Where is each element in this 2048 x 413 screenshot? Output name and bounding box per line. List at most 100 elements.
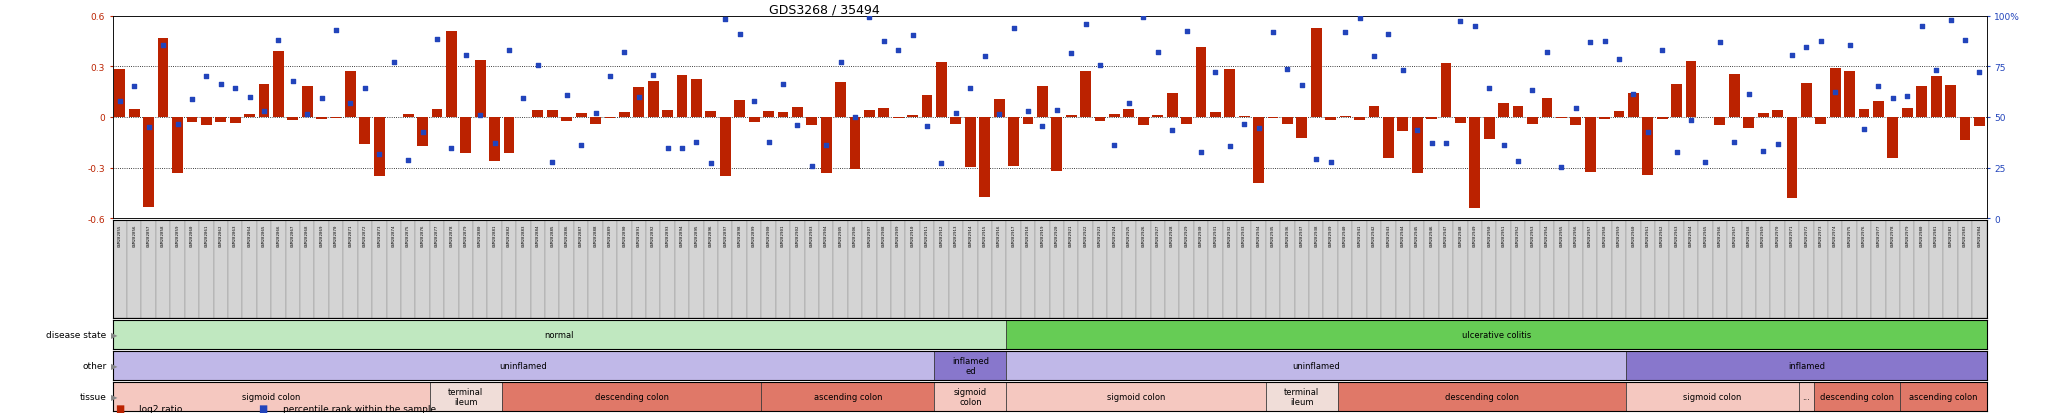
Bar (1843, 72, 1855, 118)
Point (1559, 106, 1591, 112)
Point (1862, 83, 1894, 90)
Text: GSM282909: GSM282909 (897, 224, 901, 246)
Point (1040, 107, 1073, 114)
Point (319, 27, 352, 34)
Point (1718, 140, 1751, 147)
Bar (213, 221, 227, 318)
Text: GSM282947: GSM282947 (1444, 224, 1448, 246)
Bar (184, 221, 199, 318)
Bar (676, 221, 690, 318)
Bar (1006, 351, 1626, 380)
Text: GSM282942: GSM282942 (1372, 224, 1376, 246)
Point (1083, 63, 1116, 69)
Bar (1815, 382, 1901, 411)
Bar (590, 118, 600, 125)
Text: GSM282902: GSM282902 (795, 224, 799, 246)
Bar (1931, 77, 1942, 118)
Text: GSM282881: GSM282881 (494, 224, 496, 246)
Point (1876, 95, 1909, 102)
Text: ▶: ▶ (111, 330, 117, 339)
Bar (1888, 118, 1898, 159)
Text: GSM282914: GSM282914 (969, 224, 973, 246)
Bar (258, 84, 270, 118)
Text: sigmoid colon: sigmoid colon (1106, 392, 1165, 401)
Text: GSM282877: GSM282877 (434, 224, 438, 246)
Text: GSM282863: GSM282863 (233, 224, 238, 246)
Bar (862, 221, 877, 318)
Bar (1079, 71, 1092, 118)
Text: GSM282958: GSM282958 (1604, 224, 1606, 246)
Bar (1006, 221, 1020, 318)
Bar (1657, 118, 1667, 120)
Bar (1051, 118, 1063, 171)
Text: GSM282868: GSM282868 (305, 224, 309, 246)
Bar (1425, 118, 1438, 119)
Bar (416, 221, 430, 318)
Bar (1180, 221, 1194, 318)
Text: GSM282889: GSM282889 (608, 224, 612, 246)
Bar (1642, 118, 1653, 176)
Text: uninflamed: uninflamed (1292, 361, 1339, 370)
Bar (1454, 118, 1466, 124)
Bar (285, 221, 301, 318)
Text: GSM282966: GSM282966 (1718, 224, 1722, 246)
Text: GSM282871: GSM282871 (348, 224, 352, 246)
Point (1933, 18, 1966, 24)
Bar (920, 221, 934, 318)
Bar (633, 88, 645, 118)
Bar (879, 109, 889, 118)
Bar (418, 118, 428, 147)
Bar (256, 221, 270, 318)
Bar (719, 221, 733, 318)
Text: GSM282864: GSM282864 (248, 224, 252, 246)
Bar (1958, 221, 1972, 318)
Bar (647, 82, 659, 118)
Bar (547, 110, 557, 118)
Bar (1251, 221, 1266, 318)
Bar (1655, 221, 1669, 318)
Bar (821, 118, 831, 173)
Bar (1225, 69, 1235, 118)
Text: GSM282859: GSM282859 (176, 224, 180, 246)
Text: GSM282981: GSM282981 (1933, 224, 1937, 246)
Point (608, 50, 641, 56)
Point (291, 112, 324, 118)
Point (434, 145, 467, 152)
Bar (1065, 221, 1079, 318)
Bar (1526, 221, 1540, 318)
Bar (735, 101, 745, 118)
Text: inflamed: inflamed (1788, 361, 1825, 370)
Bar (1167, 94, 1178, 118)
Text: GSM282900: GSM282900 (766, 224, 770, 246)
Point (737, 98, 770, 104)
Text: GSM282860: GSM282860 (190, 224, 195, 246)
Bar (602, 221, 616, 318)
Bar (762, 221, 776, 318)
Point (1761, 141, 1794, 148)
Bar (1294, 221, 1309, 318)
Point (666, 145, 698, 152)
Bar (270, 221, 285, 318)
Bar (1380, 221, 1395, 318)
Bar (762, 382, 934, 411)
Bar (530, 221, 545, 318)
Point (1790, 45, 1823, 51)
Text: uninflamed: uninflamed (500, 361, 547, 370)
Bar (330, 221, 344, 318)
Text: GSM282887: GSM282887 (580, 224, 584, 246)
Text: sigmoid
colon: sigmoid colon (954, 387, 987, 406)
Text: GSM282979: GSM282979 (1905, 224, 1909, 246)
Text: GSM282938: GSM282938 (1315, 224, 1319, 246)
Text: sigmoid colon: sigmoid colon (242, 392, 301, 401)
Point (1487, 142, 1520, 149)
Point (1069, 21, 1102, 28)
Bar (1698, 221, 1712, 318)
Point (969, 53, 1001, 60)
Text: GSM282891: GSM282891 (637, 224, 641, 246)
Point (723, 32, 756, 38)
Bar (473, 221, 487, 318)
Bar (631, 221, 645, 318)
Text: GSM282948: GSM282948 (1458, 224, 1462, 246)
Bar (1769, 221, 1784, 318)
Text: GSM282935: GSM282935 (1272, 224, 1276, 246)
